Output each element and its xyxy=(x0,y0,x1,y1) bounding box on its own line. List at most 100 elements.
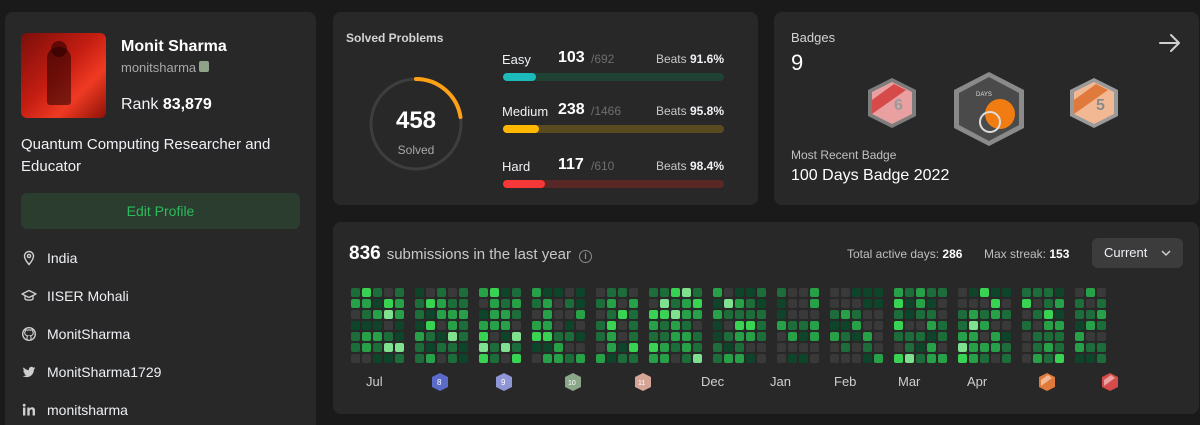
heatmap-cell[interactable] xyxy=(596,288,605,297)
heatmap-cell[interactable] xyxy=(916,332,925,341)
heatmap-cell[interactable] xyxy=(938,310,947,319)
heatmap-cell[interactable] xyxy=(894,310,903,319)
heatmap-cell[interactable] xyxy=(543,321,552,330)
avatar[interactable] xyxy=(21,33,106,118)
heatmap-cell[interactable] xyxy=(565,343,574,352)
heatmap-cell[interactable] xyxy=(532,310,541,319)
heatmap-cell[interactable] xyxy=(693,310,702,319)
heatmap-cell[interactable] xyxy=(1033,310,1042,319)
heatmap-cell[interactable] xyxy=(1086,299,1095,308)
heatmap-cell[interactable] xyxy=(852,310,861,319)
5-month-badge-icon[interactable]: 5 xyxy=(1070,78,1118,128)
heatmap-cell[interactable] xyxy=(596,354,605,363)
heatmap-cell[interactable] xyxy=(671,332,680,341)
heatmap-cell[interactable] xyxy=(1033,299,1042,308)
heatmap-cell[interactable] xyxy=(874,343,883,352)
heatmap-cell[interactable] xyxy=(479,321,488,330)
heatmap-cell[interactable] xyxy=(501,354,510,363)
heatmap-cell[interactable] xyxy=(395,310,404,319)
heatmap-cell[interactable] xyxy=(373,310,382,319)
heatmap-cell[interactable] xyxy=(384,354,393,363)
heatmap-cell[interactable] xyxy=(490,288,499,297)
heatmap-cell[interactable] xyxy=(512,343,521,352)
heatmap-cell[interactable] xyxy=(437,299,446,308)
heatmap-cell[interactable] xyxy=(512,354,521,363)
heatmap-cell[interactable] xyxy=(384,310,393,319)
heatmap-cell[interactable] xyxy=(724,343,733,352)
heatmap-cell[interactable] xyxy=(543,332,552,341)
heatmap-cell[interactable] xyxy=(746,299,755,308)
heatmap-cell[interactable] xyxy=(894,354,903,363)
heatmap-cell[interactable] xyxy=(351,343,360,352)
heatmap-cell[interactable] xyxy=(841,321,850,330)
heatmap-cell[interactable] xyxy=(501,310,510,319)
heatmap-cell[interactable] xyxy=(395,321,404,330)
heatmap-cell[interactable] xyxy=(479,299,488,308)
heatmap-cell[interactable] xyxy=(660,321,669,330)
heatmap-cell[interactable] xyxy=(841,332,850,341)
heatmap-cell[interactable] xyxy=(1022,288,1031,297)
heatmap-cell[interactable] xyxy=(905,288,914,297)
heatmap-cell[interactable] xyxy=(1044,354,1053,363)
heatmap-cell[interactable] xyxy=(757,310,766,319)
heatmap-cell[interactable] xyxy=(671,321,680,330)
heatmap-cell[interactable] xyxy=(1022,310,1031,319)
heatmap-cell[interactable] xyxy=(713,299,722,308)
heatmap-cell[interactable] xyxy=(958,321,967,330)
heatmap-cell[interactable] xyxy=(830,310,839,319)
heatmap-cell[interactable] xyxy=(980,321,989,330)
heatmap-cell[interactable] xyxy=(1075,288,1084,297)
heatmap-cell[interactable] xyxy=(991,310,1000,319)
heatmap-cell[interactable] xyxy=(607,354,616,363)
heatmap-cell[interactable] xyxy=(863,321,872,330)
heatmap-cell[interactable] xyxy=(618,288,627,297)
heatmap-cell[interactable] xyxy=(1022,332,1031,341)
heatmap-cell[interactable] xyxy=(852,299,861,308)
current-year-dropdown[interactable]: Current xyxy=(1092,238,1183,268)
heatmap-cell[interactable] xyxy=(927,321,936,330)
heatmap-cell[interactable] xyxy=(777,332,786,341)
heatmap-cell[interactable] xyxy=(777,288,786,297)
heatmap-cell[interactable] xyxy=(1044,288,1053,297)
heatmap-cell[interactable] xyxy=(629,288,638,297)
heatmap-cell[interactable] xyxy=(660,310,669,319)
heatmap-cell[interactable] xyxy=(693,354,702,363)
heatmap-cell[interactable] xyxy=(607,343,616,352)
heatmap-cell[interactable] xyxy=(479,310,488,319)
heatmap-cell[interactable] xyxy=(415,321,424,330)
heatmap-cell[interactable] xyxy=(1097,310,1106,319)
heatmap-cell[interactable] xyxy=(1086,343,1095,352)
heatmap-cell[interactable] xyxy=(938,321,947,330)
heatmap-cell[interactable] xyxy=(1033,343,1042,352)
heatmap-cell[interactable] xyxy=(618,310,627,319)
heatmap-cell[interactable] xyxy=(958,310,967,319)
heatmap-cell[interactable] xyxy=(384,288,393,297)
heatmap-cell[interactable] xyxy=(980,354,989,363)
heatmap-cell[interactable] xyxy=(852,354,861,363)
heatmap-cell[interactable] xyxy=(629,321,638,330)
heatmap-cell[interactable] xyxy=(649,299,658,308)
heatmap-cell[interactable] xyxy=(426,321,435,330)
heatmap-cell[interactable] xyxy=(693,321,702,330)
heatmap-cell[interactable] xyxy=(512,332,521,341)
heatmap-cell[interactable] xyxy=(746,332,755,341)
heatmap-cell[interactable] xyxy=(713,321,722,330)
heatmap-cell[interactable] xyxy=(777,321,786,330)
heatmap-cell[interactable] xyxy=(980,288,989,297)
heatmap-cell[interactable] xyxy=(841,299,850,308)
heatmap-cell[interactable] xyxy=(927,343,936,352)
heatmap-cell[interactable] xyxy=(448,288,457,297)
heatmap-cell[interactable] xyxy=(841,343,850,352)
heatmap-cell[interactable] xyxy=(532,343,541,352)
heatmap-cell[interactable] xyxy=(1075,310,1084,319)
heatmap-cell[interactable] xyxy=(384,332,393,341)
heatmap-cell[interactable] xyxy=(607,310,616,319)
heatmap-cell[interactable] xyxy=(565,354,574,363)
heatmap-cell[interactable] xyxy=(724,299,733,308)
heatmap-cell[interactable] xyxy=(501,299,510,308)
heatmap-cell[interactable] xyxy=(351,299,360,308)
heatmap-cell[interactable] xyxy=(426,299,435,308)
heatmap-cell[interactable] xyxy=(649,321,658,330)
heatmap-cell[interactable] xyxy=(1086,310,1095,319)
heatmap-cell[interactable] xyxy=(554,310,563,319)
